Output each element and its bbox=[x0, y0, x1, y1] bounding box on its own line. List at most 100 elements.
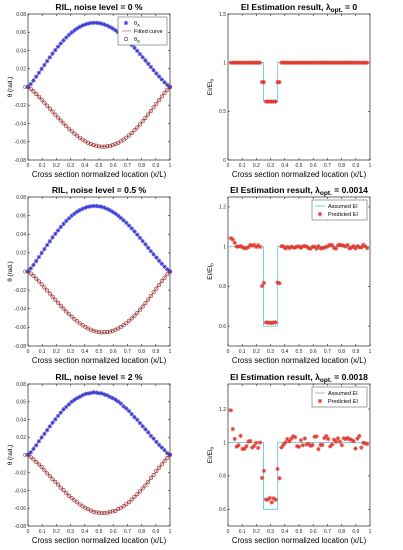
predicted-ei-marker bbox=[324, 433, 329, 439]
theta-a-marker bbox=[159, 77, 165, 82]
x-tick-label: 0.8 bbox=[138, 349, 145, 355]
theta-b-marker bbox=[77, 135, 82, 140]
theta-a-marker bbox=[148, 248, 154, 254]
predicted-ei-marker bbox=[261, 280, 267, 286]
theta-a-marker bbox=[148, 64, 154, 70]
theta-a-marker bbox=[69, 399, 74, 405]
predicted-ei-marker bbox=[335, 436, 341, 441]
y-tick-label: -0.06 bbox=[15, 506, 27, 512]
theta-b-marker bbox=[127, 133, 132, 138]
y-tick-label: -0.04 bbox=[15, 121, 27, 127]
predicted-ei-marker bbox=[298, 245, 304, 250]
theta-b-marker bbox=[91, 328, 96, 333]
theta-b-marker bbox=[25, 85, 30, 90]
theta-b-marker bbox=[97, 510, 102, 515]
theta-a-marker bbox=[137, 235, 143, 241]
y-tick-label: 1 bbox=[223, 60, 226, 66]
theta-b-marker bbox=[105, 330, 110, 335]
theta-b-marker bbox=[140, 119, 145, 124]
theta-a-marker bbox=[61, 38, 66, 43]
predicted-ei-marker bbox=[322, 435, 327, 441]
predicted-ei-marker bbox=[304, 244, 309, 249]
theta-a-marker bbox=[44, 242, 50, 248]
theta-a-marker bbox=[58, 224, 63, 230]
predicted-ei-marker bbox=[285, 436, 290, 442]
theta-a-marker bbox=[33, 258, 39, 264]
theta-a-marker bbox=[91, 203, 96, 209]
predicted-ei-marker bbox=[238, 433, 243, 439]
y-tick-label: 0 bbox=[23, 85, 26, 91]
theta-b-marker bbox=[127, 500, 132, 505]
theta-b-marker bbox=[113, 508, 118, 513]
theta-a-marker bbox=[96, 20, 102, 26]
x-tick-label: 0.4 bbox=[281, 349, 288, 355]
theta-a-marker bbox=[143, 427, 148, 432]
predicted-ei-marker bbox=[250, 243, 255, 248]
theta-b-marker bbox=[72, 317, 77, 322]
x-axis-label: Cross section normalized location (x/L) bbox=[32, 170, 167, 179]
predicted-ei-marker bbox=[253, 244, 259, 250]
theta-b-marker bbox=[118, 139, 123, 144]
predicted-ei-marker bbox=[292, 245, 298, 250]
theta-b-marker bbox=[135, 492, 140, 497]
legend-predicted-marker bbox=[317, 398, 323, 404]
theta-a-marker bbox=[132, 229, 137, 234]
theta-b-marker bbox=[25, 452, 30, 457]
theta-a-marker bbox=[145, 430, 151, 435]
theta-a-marker bbox=[102, 392, 107, 397]
theta-b-marker bbox=[124, 321, 129, 326]
predicted-ei-marker bbox=[275, 280, 280, 285]
theta-b-marker bbox=[66, 312, 71, 317]
predicted-ei-marker bbox=[271, 496, 276, 501]
theta-a-marker bbox=[47, 239, 53, 244]
x-tick-label: 0.2 bbox=[253, 349, 260, 355]
theta-a-marker bbox=[50, 51, 55, 56]
predicted-ei-marker bbox=[261, 468, 267, 474]
predicted-ei-marker bbox=[267, 495, 272, 501]
theta-b-marker bbox=[97, 330, 102, 335]
x-tick-label: 0.7 bbox=[124, 163, 131, 169]
theta-a-marker bbox=[83, 391, 88, 397]
predicted-ei-marker bbox=[296, 244, 302, 249]
predicted-ei-marker bbox=[351, 244, 356, 249]
y-tick-label: 0.08 bbox=[16, 12, 26, 18]
predicted-ei-marker bbox=[273, 497, 278, 503]
predicted-ei-marker bbox=[244, 245, 249, 251]
theta-a-marker bbox=[126, 223, 132, 228]
x-tick-label: 0.1 bbox=[239, 163, 246, 169]
theta-a-marker bbox=[85, 204, 91, 209]
theta-a-marker bbox=[107, 394, 113, 400]
theta-a-marker bbox=[165, 82, 170, 88]
theta-b-marker bbox=[107, 143, 112, 148]
plot-area bbox=[227, 383, 371, 527]
theta-b-marker bbox=[102, 330, 107, 335]
theta-b-marker bbox=[36, 94, 41, 99]
theta-b-marker bbox=[159, 279, 164, 284]
y-tick-label: 0.02 bbox=[16, 251, 26, 257]
x-tick-label: 0.4 bbox=[81, 349, 88, 355]
legend-theta-b-marker bbox=[124, 36, 129, 41]
x-tick-label: 0.7 bbox=[324, 349, 331, 355]
x-tick-label: 0.6 bbox=[110, 349, 117, 355]
x-axis-label: Cross section normalized location (x/L) bbox=[232, 170, 367, 179]
theta-b-marker bbox=[157, 282, 162, 287]
y-tick-label: 0.5 bbox=[219, 109, 226, 115]
predicted-ei-marker bbox=[316, 243, 321, 249]
theta-b-marker bbox=[124, 502, 129, 507]
theta-b-marker bbox=[75, 133, 80, 138]
predicted-ei-marker bbox=[326, 436, 331, 442]
predicted-ei-marker bbox=[357, 433, 362, 439]
legend-theta-a-marker bbox=[123, 20, 129, 26]
theta-b-marker bbox=[69, 129, 74, 134]
predicted-ei-marker bbox=[230, 237, 235, 242]
x-tick-label: 1 bbox=[369, 349, 372, 355]
predicted-ei-marker bbox=[259, 475, 265, 481]
predicted-ei-marker bbox=[302, 436, 308, 441]
theta-b-marker bbox=[151, 473, 156, 478]
theta-a-marker bbox=[113, 211, 118, 216]
theta-b-marker bbox=[75, 500, 80, 505]
y-tick-label: 0.6 bbox=[219, 324, 226, 330]
theta-a-marker bbox=[36, 439, 42, 444]
theta-a-marker bbox=[143, 242, 148, 247]
predicted-ei-marker bbox=[298, 437, 304, 443]
